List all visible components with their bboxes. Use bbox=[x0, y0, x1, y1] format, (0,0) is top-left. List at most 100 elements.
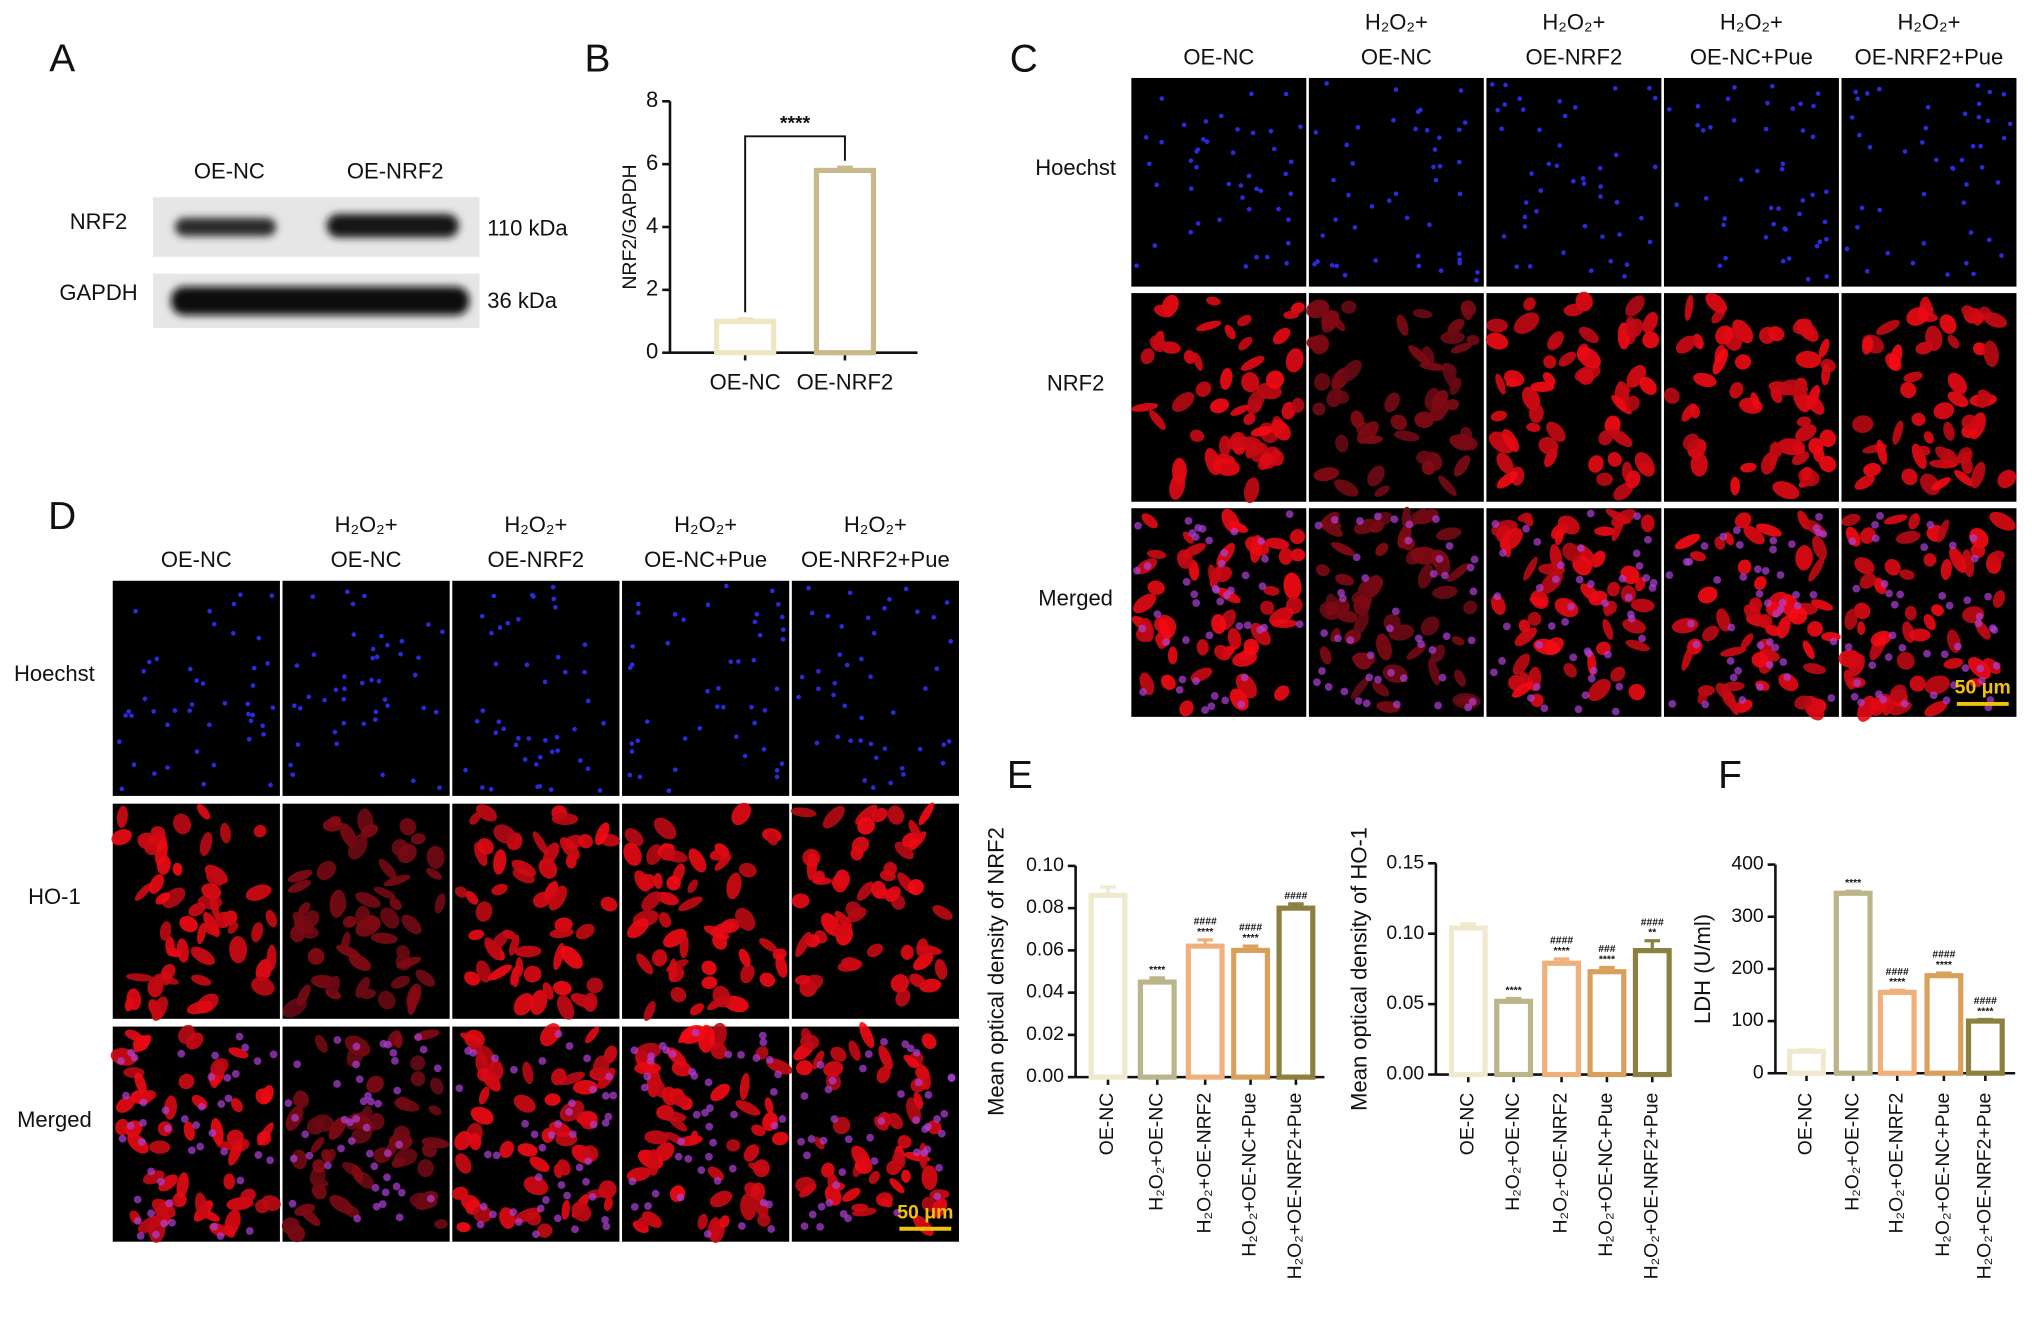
cell bbox=[548, 885, 568, 911]
nucleus bbox=[1457, 257, 1462, 263]
cell bbox=[879, 870, 896, 882]
nucleus bbox=[1617, 232, 1622, 237]
nucleus bbox=[1739, 573, 1748, 581]
nucleus bbox=[1288, 159, 1294, 165]
micrograph bbox=[1841, 293, 2017, 502]
micrograph bbox=[1663, 292, 1839, 502]
nucleus bbox=[1920, 543, 1929, 552]
nucleus bbox=[532, 1230, 540, 1239]
cell bbox=[206, 869, 225, 887]
nucleus bbox=[265, 661, 270, 666]
nucleus bbox=[1210, 692, 1219, 700]
nucleus bbox=[1864, 91, 1870, 96]
nucleus bbox=[724, 583, 729, 589]
nucleus bbox=[1491, 519, 1500, 528]
nucleus bbox=[291, 1113, 299, 1122]
cell bbox=[266, 944, 277, 972]
cell bbox=[1587, 678, 1611, 702]
cell bbox=[1734, 354, 1752, 370]
y-tick-label: 0.02 bbox=[1026, 1023, 1064, 1045]
nucleus bbox=[1188, 158, 1194, 164]
blot-row-label: GAPDH bbox=[59, 280, 137, 305]
cell bbox=[731, 802, 751, 826]
micrograph bbox=[1308, 506, 1484, 717]
nucleus bbox=[643, 1072, 652, 1081]
cell bbox=[383, 874, 411, 887]
nucleus bbox=[839, 1209, 848, 1218]
significance-mark: #### bbox=[1194, 916, 1217, 927]
nucleus bbox=[141, 668, 147, 674]
nucleus bbox=[868, 741, 874, 747]
nucleus bbox=[825, 1198, 834, 1207]
nucleus bbox=[1859, 205, 1865, 211]
micrograph-background bbox=[1308, 77, 1484, 287]
nucleus bbox=[1250, 130, 1256, 136]
nucleus bbox=[817, 1202, 826, 1211]
cell bbox=[314, 1034, 328, 1053]
nucleus bbox=[1298, 124, 1303, 130]
cell bbox=[1974, 313, 1985, 326]
cell bbox=[709, 1190, 733, 1208]
nucleus bbox=[832, 680, 838, 686]
cell bbox=[856, 881, 874, 901]
error-bar bbox=[1599, 965, 1615, 972]
y-tick-label: 0.05 bbox=[1386, 992, 1424, 1014]
nucleus bbox=[1537, 127, 1542, 133]
panel-letter: C bbox=[1010, 37, 1038, 80]
cell bbox=[1453, 455, 1471, 477]
nucleus bbox=[1976, 114, 1982, 120]
nucleus bbox=[1815, 91, 1821, 96]
nucleus bbox=[1533, 537, 1542, 546]
nucleus bbox=[1885, 589, 1894, 598]
nucleus bbox=[757, 632, 763, 638]
nucleus bbox=[737, 1222, 746, 1230]
cell bbox=[1563, 303, 1584, 317]
cell bbox=[795, 931, 812, 958]
nucleus bbox=[1921, 241, 1927, 246]
cell bbox=[1777, 438, 1806, 456]
cell bbox=[1394, 430, 1420, 442]
x-tick-label: H₂O₂+OE-NRF2 bbox=[1193, 1093, 1215, 1234]
cell bbox=[857, 817, 876, 835]
nucleus bbox=[1355, 124, 1361, 130]
nucleus bbox=[1441, 571, 1449, 580]
panel-letter: B bbox=[584, 37, 610, 80]
nucleus bbox=[1314, 521, 1323, 530]
nucleus bbox=[493, 730, 499, 736]
nucleus bbox=[372, 1202, 381, 1211]
nucleus bbox=[1787, 540, 1796, 548]
nucleus bbox=[392, 1182, 401, 1191]
cell bbox=[1674, 533, 1701, 550]
nucleus bbox=[139, 1098, 148, 1107]
nucleus bbox=[1961, 664, 1970, 672]
cell bbox=[1306, 299, 1330, 319]
cell bbox=[559, 1071, 586, 1086]
cell bbox=[1321, 309, 1340, 330]
nucleus bbox=[1624, 593, 1633, 602]
nucleus bbox=[230, 630, 236, 636]
nucleus bbox=[333, 1036, 342, 1044]
nucleus bbox=[1723, 255, 1728, 261]
x-tick-label: H₂O₂+OE-NRF2+Pue bbox=[1973, 1093, 1995, 1280]
nucleus bbox=[842, 703, 848, 709]
cell bbox=[800, 1034, 820, 1050]
nucleus bbox=[752, 619, 758, 625]
cell bbox=[556, 1159, 571, 1176]
column-header: OE-NC bbox=[161, 547, 232, 572]
cell bbox=[1396, 314, 1409, 336]
nucleus bbox=[814, 740, 820, 746]
cell bbox=[653, 817, 677, 840]
x-tick-label: OE-NC bbox=[1456, 1093, 1478, 1156]
cell bbox=[1250, 622, 1271, 646]
column-header: OE-NC+Pue bbox=[1690, 44, 1813, 69]
cell bbox=[1285, 348, 1304, 373]
cell bbox=[666, 875, 681, 891]
nucleus bbox=[1962, 111, 1968, 117]
cell bbox=[1915, 341, 1933, 355]
nucleus bbox=[1333, 217, 1338, 222]
cell bbox=[1512, 653, 1531, 675]
nucleus bbox=[297, 705, 303, 711]
nucleus bbox=[129, 713, 134, 719]
cell bbox=[470, 1106, 494, 1125]
y-tick-label: 8 bbox=[646, 87, 658, 112]
